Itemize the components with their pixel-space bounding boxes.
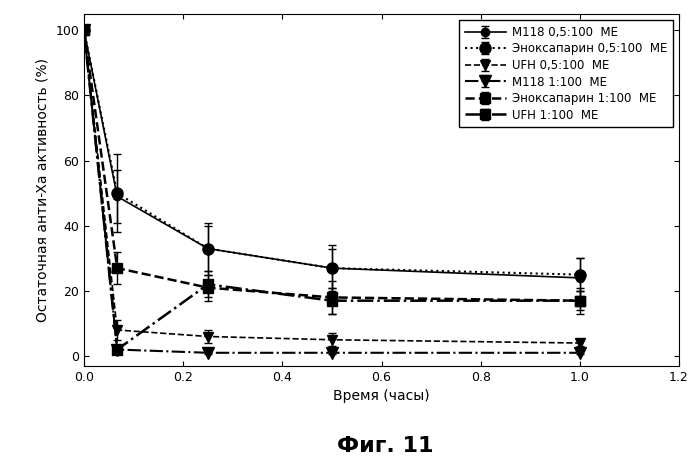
Legend: М118 0,5:100  МЕ, Эноксапарин 0,5:100  МЕ, UFH 0,5:100  МЕ, М118 1:100  МЕ, Энок: М118 0,5:100 МЕ, Эноксапарин 0,5:100 МЕ,…: [458, 20, 673, 128]
Text: Фиг. 11: Фиг. 11: [337, 436, 433, 455]
X-axis label: Время (часы): Время (часы): [333, 389, 430, 403]
Y-axis label: Остаточная анти-Xa активность (%): Остаточная анти-Xa активность (%): [36, 58, 50, 322]
